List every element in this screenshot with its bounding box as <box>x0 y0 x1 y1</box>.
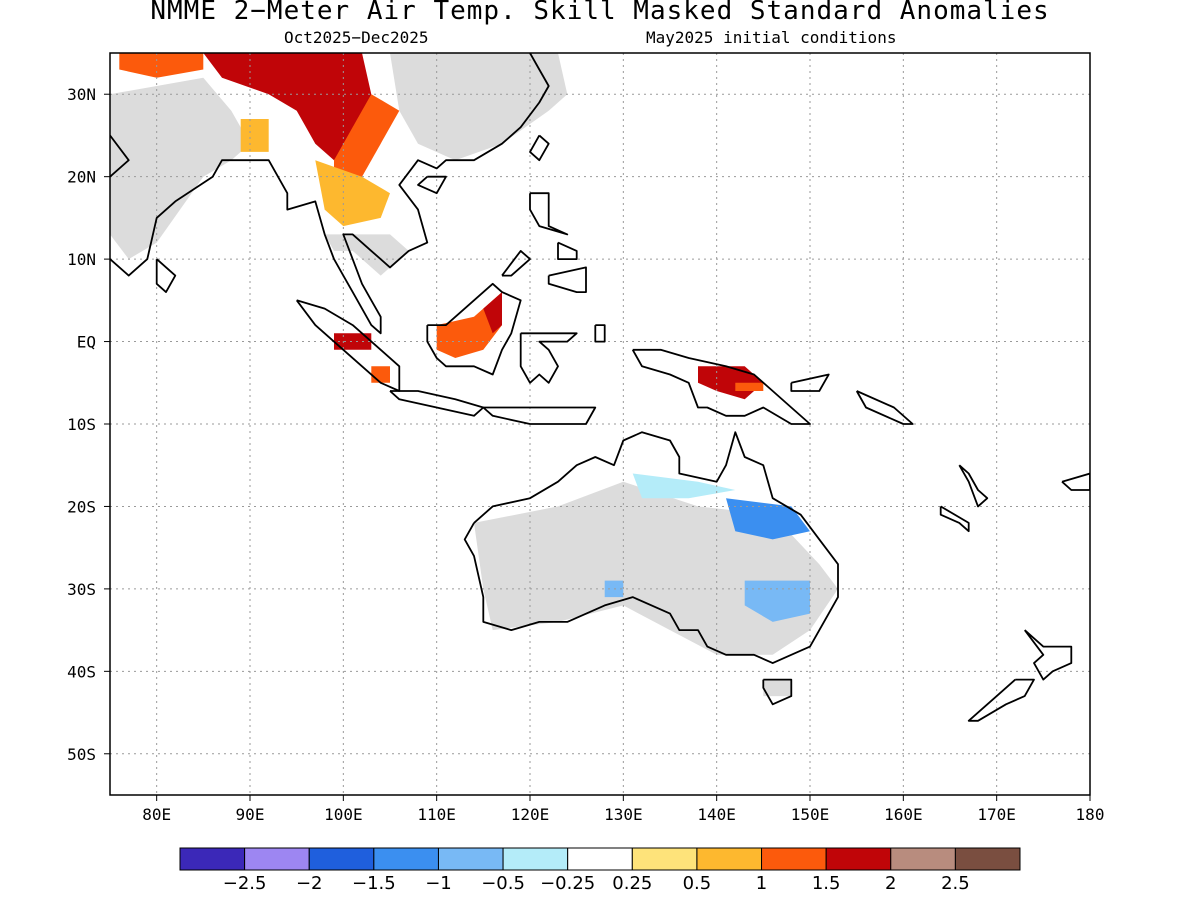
axis-ticks: 80E 90E 100E 110E 120E 130E 140E 150E 160E 170E 18… <box>67 85 1104 824</box>
lat-tick-label: 30N <box>67 85 96 104</box>
coastline-new-guinea <box>631 348 811 425</box>
colorbar-swatch <box>825 847 892 871</box>
coastline-halmahera <box>594 324 606 343</box>
coastline-new-caledonia <box>939 505 970 533</box>
coastline-nz-south <box>967 678 1035 722</box>
coastline-vanuatu <box>958 464 989 508</box>
lat-tick-label: 50S <box>67 745 96 764</box>
lon-tick-label: 100E <box>324 805 363 824</box>
lat-tick-label: 20S <box>67 497 96 516</box>
colorbar-label: 1.5 <box>812 873 841 894</box>
colorbar-label: 0.5 <box>683 873 712 894</box>
colorbar-label: −0.25 <box>540 873 595 894</box>
colorbar-label: −0.5 <box>481 873 525 894</box>
colorbar-swatch <box>502 847 569 871</box>
colorbar-swatch <box>373 847 439 871</box>
coastline-arabia-hint <box>110 134 130 178</box>
anomaly-india-orange <box>240 119 269 152</box>
colorbar-swatch <box>244 847 310 871</box>
colorbar-swatch <box>437 847 504 871</box>
colorbar-swatch <box>761 847 827 871</box>
anomaly-nepal-orange <box>119 53 204 78</box>
anomaly-china-orange <box>334 94 400 194</box>
coastlines <box>110 53 1090 722</box>
coastline-solomons <box>855 390 914 425</box>
colorbar: −2.5 −2 −1.5 −1 −0.5 −0.25 0.25 0.5 1 1.5 2 2.5 <box>179 847 1021 894</box>
colorbar-swatch <box>696 847 763 871</box>
coastline-australia <box>463 431 839 664</box>
lat-tick-label: 10S <box>67 415 96 434</box>
colorbar-label: 1 <box>756 873 767 894</box>
coastline-sulawesi <box>519 332 578 384</box>
coastline-luzon <box>529 192 569 236</box>
anomaly-nt-lightblue <box>632 473 736 499</box>
colorbar-swatch <box>631 847 698 871</box>
coastline-java <box>389 390 485 417</box>
coastline-tasmania <box>762 678 793 706</box>
coastline-taiwan <box>529 134 550 162</box>
coastline-new-britain <box>790 373 830 392</box>
lon-tick-label: 110E <box>417 805 456 824</box>
anomaly-nsw-blue <box>744 580 810 622</box>
coastline-borneo <box>426 282 522 376</box>
colorbar-label: 0.25 <box>612 873 652 894</box>
colorbar-label: 2.5 <box>941 873 970 894</box>
colorbar-label: −2.5 <box>223 873 267 894</box>
lat-tick-label: 10N <box>67 250 96 269</box>
colorbar-label: −1.5 <box>352 873 396 894</box>
lon-tick-label: 170E <box>977 805 1016 824</box>
colorbar-label: 2 <box>885 873 896 894</box>
lon-tick-label: 140E <box>697 805 736 824</box>
colorbar-swatch <box>308 847 375 871</box>
colorbar-swatch <box>179 847 246 871</box>
masked-indochina-masked <box>324 234 409 276</box>
coastline-fiji <box>1061 472 1090 491</box>
masked-tasmania-masked <box>763 679 792 697</box>
coastline-nz-north <box>1023 629 1073 681</box>
lat-tick-label: EQ <box>77 333 96 352</box>
coastline-visayas <box>557 241 578 261</box>
masked-india-masked <box>110 77 250 260</box>
lon-tick-label: 180 <box>1076 805 1105 824</box>
coastline-asia-mainland <box>110 53 550 335</box>
colorbar-swatch <box>954 847 1021 871</box>
colorbar-swatch <box>890 847 956 871</box>
colorbar-label: −1 <box>425 873 452 894</box>
masked-china-masked <box>390 53 568 161</box>
lat-tick-label: 40S <box>67 662 96 681</box>
coastline-lesser-sunda <box>482 406 597 425</box>
anomaly-png-red <box>698 366 764 400</box>
lon-tick-label: 130E <box>604 805 643 824</box>
anomaly-java-orange <box>371 366 390 383</box>
coastline-hainan <box>417 175 447 195</box>
lat-tick-label: 30S <box>67 580 96 599</box>
map-frame <box>109 52 1091 796</box>
colorbar-swatch <box>567 847 633 871</box>
anomaly-sumatra-red <box>334 333 372 350</box>
map-title: NMME 2−Meter Air Temp. Skill Masked Stan… <box>150 0 1050 26</box>
gridlines <box>110 53 1090 795</box>
coastline-sri-lanka <box>155 258 177 294</box>
anomaly-borneo-red <box>483 292 502 334</box>
anomaly-fill-layer <box>110 53 838 697</box>
coastline-palawan <box>501 249 531 277</box>
lon-tick-label: 160E <box>884 805 923 824</box>
lat-tick-label: 20N <box>67 168 96 187</box>
valid-period: Oct2025−Dec2025 <box>284 28 429 47</box>
initial-conditions: May2025 initial conditions <box>646 28 897 47</box>
coastline-mindanao <box>547 266 587 294</box>
lon-tick-label: 150E <box>791 805 830 824</box>
lon-tick-label: 80E <box>142 805 171 824</box>
colorbar-label: −2 <box>296 873 323 894</box>
anomaly-png-orange <box>735 382 764 391</box>
lon-tick-label: 120E <box>511 805 550 824</box>
anomaly-tibet-china-heat <box>203 53 372 161</box>
lon-tick-label: 90E <box>236 805 265 824</box>
